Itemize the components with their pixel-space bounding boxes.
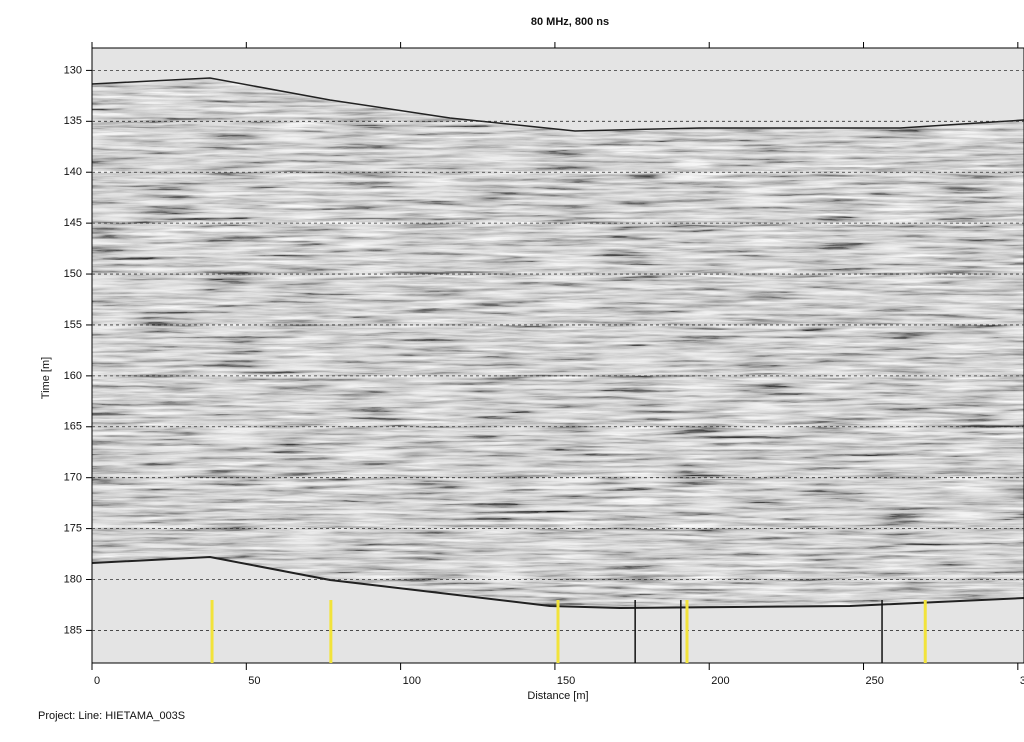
x-tick-label: 300 [1020, 675, 1024, 687]
chart-title: 80 MHz, 800 ns [531, 16, 609, 28]
y-tick-label: 160 [64, 370, 82, 382]
x-tick-label: 50 [248, 675, 260, 687]
y-tick-label: 170 [64, 472, 82, 484]
y-tick-label: 180 [64, 573, 82, 585]
y-tick-label: 150 [64, 268, 82, 280]
surface-line [91, 77, 1024, 132]
x-axis-label: Distance [m] [527, 690, 588, 702]
y-axis-label: Time [m] [40, 357, 52, 399]
bottom-line [91, 555, 1024, 610]
y-tick-label: 185 [64, 624, 82, 636]
footer: Project: Line: HIETAMA_003S [38, 710, 185, 722]
x-tick-label: 100 [403, 675, 421, 687]
x-tick-label: 150 [557, 675, 575, 687]
y-tick-label: 155 [64, 319, 82, 331]
y-tick-label: 145 [64, 217, 82, 229]
y-tick-label: 175 [64, 523, 82, 535]
x-tick-label: 0 [94, 675, 100, 687]
y-tick-label: 135 [64, 115, 82, 127]
y-tick-label: 140 [64, 166, 82, 178]
x-tick-label: 200 [711, 675, 729, 687]
x-tick-label: 250 [866, 675, 884, 687]
y-tick-label: 165 [64, 421, 82, 433]
y-tick-label: 130 [64, 64, 82, 76]
radargram-image [92, 78, 1024, 608]
